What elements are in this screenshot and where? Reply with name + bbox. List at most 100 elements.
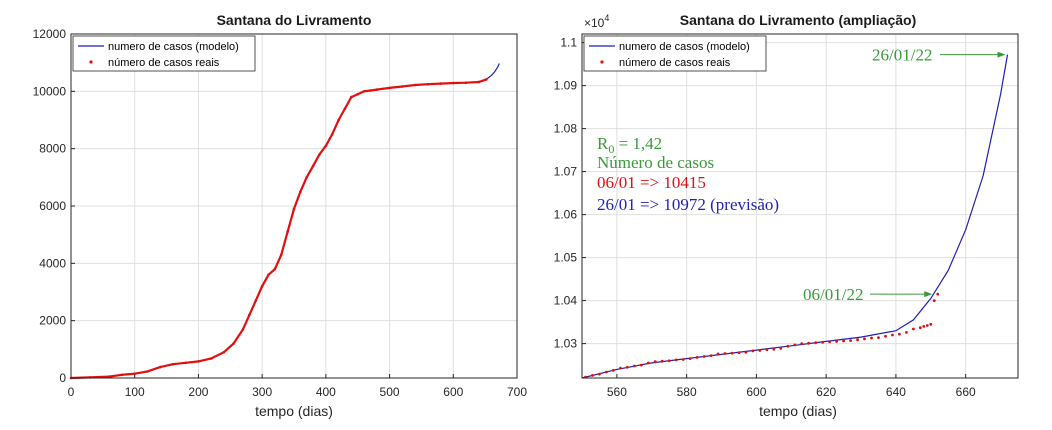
series-real-point xyxy=(639,363,643,367)
series-real-point xyxy=(660,359,664,363)
series-real-point xyxy=(723,352,727,355)
x-tick-label: 700 xyxy=(507,385,527,399)
series-real-point xyxy=(702,355,706,358)
series-real-point xyxy=(835,340,838,343)
series-real-point xyxy=(591,374,594,377)
x-tick-label: 640 xyxy=(886,385,906,399)
series-real-point xyxy=(849,339,852,342)
series-real-point xyxy=(632,364,636,368)
series-real-point xyxy=(299,190,302,193)
y-tick-label: 1.06 xyxy=(554,208,578,222)
x-tick-label: 300 xyxy=(252,385,272,399)
left-data xyxy=(69,63,500,380)
series-real-point xyxy=(273,267,277,271)
y-tick-label: 1.08 xyxy=(554,122,578,136)
series-real-point xyxy=(356,92,360,96)
right-x-axis-label: tempo (dias) xyxy=(759,403,837,419)
series-real-point xyxy=(912,327,915,331)
series-real-point xyxy=(426,82,430,86)
series-real-point xyxy=(884,334,887,338)
left-plot-frame xyxy=(70,33,518,379)
right-legend-real-label: número de casos reais xyxy=(619,57,731,69)
left-plot: 0 100 200 300 400 500 600 700 0 2000 4000 6000 8000… xyxy=(33,12,528,419)
left-legend-box xyxy=(72,35,256,72)
series-real-point xyxy=(209,357,213,360)
right-x-ticks: 560 580 600 620 640 660 xyxy=(607,374,976,399)
annotation-0601-arrowhead xyxy=(924,291,933,298)
x-tick-label: 560 xyxy=(607,385,627,399)
r0-text: R0 = 1,42 xyxy=(597,134,662,156)
series-real-point xyxy=(653,360,657,364)
series-real-point xyxy=(330,133,334,136)
series-real-point xyxy=(918,326,922,330)
x-tick-label: 620 xyxy=(816,385,836,399)
series-real-point xyxy=(485,78,488,81)
series-real-point xyxy=(375,88,379,91)
series-real-point xyxy=(146,370,149,373)
left-legend-real-swatch xyxy=(89,60,93,64)
y-tick-label: 6000 xyxy=(39,199,66,213)
series-real-point xyxy=(936,292,940,296)
info-0601: 06/01 => 10415 xyxy=(597,173,706,192)
annotation-2601-arrowhead xyxy=(997,51,1006,58)
series-real-point xyxy=(758,349,762,352)
series-real-point xyxy=(280,253,283,256)
right-legend-real-swatch xyxy=(600,60,604,64)
y-tick-label: 12000 xyxy=(33,27,67,41)
series-real-point xyxy=(197,360,200,363)
series-real-point xyxy=(305,176,309,179)
y-tick-label: 0 xyxy=(59,371,66,385)
series-real-point xyxy=(667,359,671,363)
series-real-point xyxy=(751,349,755,353)
right-y-exponent: ×104 xyxy=(584,13,609,30)
series-real-point xyxy=(772,347,776,351)
series-real-point xyxy=(222,350,226,354)
series-real-point xyxy=(842,339,845,343)
info-2601: 26/01 => 10972 (previsão) xyxy=(597,195,779,214)
series-real-point xyxy=(343,107,347,110)
series-real-trace xyxy=(70,78,487,380)
series-real-point xyxy=(401,85,404,88)
series-real-point xyxy=(439,82,442,85)
series-real-point xyxy=(877,336,880,339)
series-real-point xyxy=(619,366,622,370)
y-tick-label: 1.09 xyxy=(554,79,578,93)
series-real-point xyxy=(232,342,235,345)
right-legend: numero de casos (modelo) número de casos… xyxy=(583,35,767,72)
left-legend-real-label: número de casos reais xyxy=(108,57,220,69)
left-legend-model-label: numero de casos (modelo) xyxy=(108,41,239,53)
series-real-point xyxy=(318,153,321,156)
annotation-2601-label: 26/01/22 xyxy=(872,46,932,65)
series-real-point xyxy=(362,90,366,93)
series-real-point xyxy=(929,322,933,326)
x-tick-label: 600 xyxy=(443,385,463,399)
series-real-point xyxy=(870,336,873,340)
y-tick-label: 1.07 xyxy=(554,165,578,179)
series-real-point xyxy=(120,373,124,377)
r0-subscript: 0 xyxy=(608,142,614,156)
series-real-point xyxy=(171,362,175,366)
series-real-point xyxy=(737,351,741,354)
series-real-point xyxy=(612,368,615,372)
series-real-point xyxy=(821,340,825,344)
series-real-point xyxy=(388,86,391,90)
x-tick-label: 660 xyxy=(956,385,976,399)
series-real-point xyxy=(369,89,372,92)
series-real-point xyxy=(709,354,713,357)
series-real-point xyxy=(688,357,692,360)
series-real-point xyxy=(292,207,296,211)
series-real-point xyxy=(681,358,685,361)
info-box: R0 = 1,42 Número de casos 06/01 => 10415… xyxy=(597,134,779,214)
series-real-point xyxy=(730,351,734,355)
right-grid xyxy=(582,34,1018,378)
y-tick-label: 1.03 xyxy=(554,337,578,351)
left-x-ticks: 0 100 200 300 400 500 600 700 xyxy=(68,374,527,399)
series-real-point xyxy=(350,95,353,99)
series-real-point xyxy=(267,273,270,277)
right-legend-model-label: numero de casos (modelo) xyxy=(619,41,750,53)
series-real-point xyxy=(695,356,699,359)
r0-value: = 1,42 xyxy=(614,134,662,153)
series-real-point xyxy=(779,346,783,350)
y-tick-label: 1.1 xyxy=(560,36,577,50)
series-real-point xyxy=(800,342,804,345)
